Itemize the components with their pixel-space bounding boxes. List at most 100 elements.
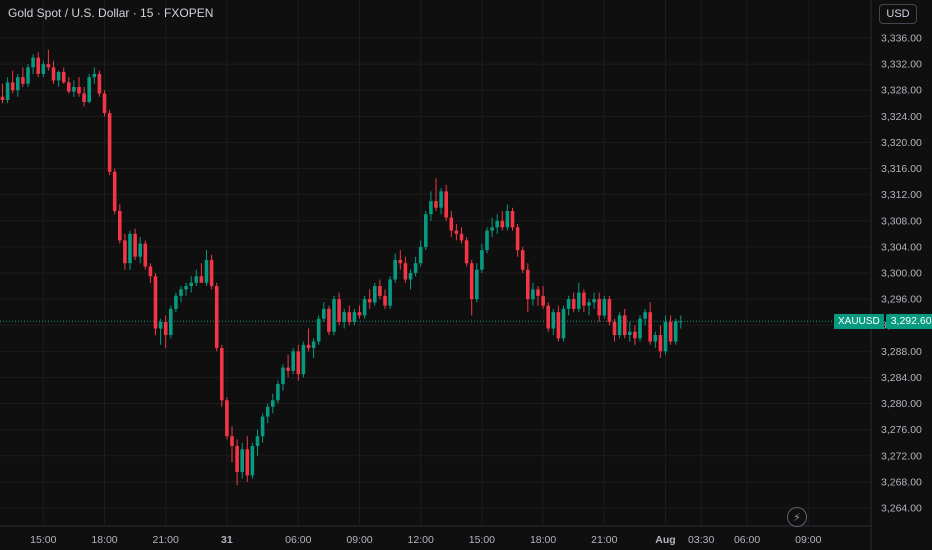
candle [643,308,647,326]
candle [597,292,601,322]
candle-body [602,299,607,316]
candle-body [454,230,459,234]
candle-body [424,214,428,247]
candle [225,397,229,440]
candle-body [429,201,433,215]
candle-body [322,308,326,319]
y-tick-label: 3,336.00 [881,33,922,45]
candle [163,315,168,349]
candle-body [77,86,81,94]
currency-button[interactable]: USD [879,4,917,24]
candle-body [10,82,15,91]
candle-body [520,250,525,270]
candle [230,426,234,463]
candle-body [617,315,622,336]
candle [123,233,127,270]
y-tick-label: 3,312.00 [881,189,922,201]
candle-body [607,299,612,322]
candle [526,263,530,313]
candle [622,308,627,339]
candle-body [143,243,148,267]
candle-body [26,67,30,84]
candle [342,308,346,329]
candle [556,305,561,342]
y-tick-label: 3,284.00 [881,372,922,384]
lightning-icon[interactable]: ⚡ [787,507,807,527]
candle [541,286,545,309]
y-tick-label: 3,296.00 [881,294,922,306]
candle [378,279,382,300]
candle-body [403,263,408,280]
candle [118,204,122,244]
y-tick-label: 3,280.00 [881,398,922,410]
candle-body [153,276,158,329]
candle [454,224,459,241]
candle-body [123,240,127,264]
candle-body [158,321,163,329]
candle [133,228,137,260]
candle-body [265,406,270,417]
candle [475,263,479,303]
candle-body [480,250,484,270]
candle [546,302,550,332]
candle-body [418,246,423,264]
candle-body [373,286,377,303]
candle [72,80,76,97]
candle [112,168,117,215]
chart-title: Gold Spot / U.S. Dollar · 15 · FXOPEN [8,6,214,20]
candle [174,292,178,313]
x-tick-label: 03:30 [688,534,714,546]
candle-body [230,436,234,446]
candle-body [505,210,510,228]
candle [510,207,515,231]
candle-body [444,191,448,218]
candle [255,429,260,456]
candle [56,70,61,87]
candle-body [622,315,627,336]
candle-body [199,276,204,283]
candle [143,240,148,270]
candle-body [240,449,244,473]
candle-body [663,321,668,352]
candle [281,364,285,391]
candle [291,348,295,375]
candle [352,308,357,326]
candle [265,403,270,424]
y-tick-label: 3,300.00 [881,268,922,280]
x-tick-label: 06:00 [734,534,760,546]
candle [97,70,102,97]
candle-body [276,383,280,401]
candle [102,90,107,117]
candle [87,73,91,104]
candle [500,210,505,231]
candle-body [561,308,566,339]
candle-body [648,312,652,342]
candle-body [214,286,219,349]
candle [5,77,10,104]
candle-body [41,64,46,74]
candle [107,109,112,176]
candle [469,259,474,316]
candle [393,253,397,283]
candle [82,86,86,107]
candle-body [485,230,489,251]
candle-body [337,299,341,322]
candle-body [332,299,336,332]
candle-body [612,321,617,336]
candle-body [413,263,418,273]
candle-body [0,96,5,101]
candle [332,295,336,336]
candle [515,224,520,257]
candle [403,256,408,283]
candle [408,269,413,290]
candle [311,338,316,358]
x-tick-label: 31 [221,534,233,546]
candle [128,230,132,270]
candle-body [97,73,102,94]
candle-body [633,331,637,339]
candle [179,286,183,303]
candle [357,305,362,319]
candle-body [398,259,403,264]
candle [653,331,658,349]
